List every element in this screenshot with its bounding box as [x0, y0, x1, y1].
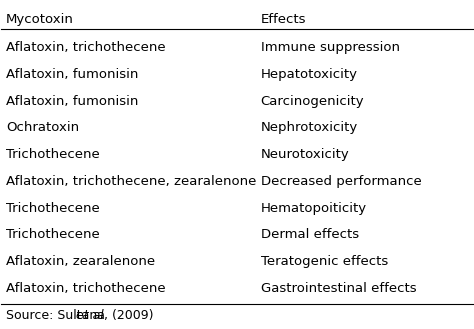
Text: Dermal effects: Dermal effects — [261, 228, 359, 241]
Text: Neurotoxicity: Neurotoxicity — [261, 148, 349, 161]
Text: Aflatoxin, trichothecene: Aflatoxin, trichothecene — [6, 282, 166, 295]
Text: Hepatotoxicity: Hepatotoxicity — [261, 68, 357, 81]
Text: Effects: Effects — [261, 13, 306, 26]
Text: Aflatoxin, trichothecene: Aflatoxin, trichothecene — [6, 41, 166, 54]
Text: Teratogenic effects: Teratogenic effects — [261, 255, 388, 268]
Text: ., (2009): ., (2009) — [100, 309, 154, 322]
Text: et al: et al — [76, 309, 104, 322]
Text: Trichothecene: Trichothecene — [6, 148, 100, 161]
Text: Gastrointestinal effects: Gastrointestinal effects — [261, 282, 416, 295]
Text: Aflatoxin, zearalenone: Aflatoxin, zearalenone — [6, 255, 155, 268]
Text: Aflatoxin, fumonisin: Aflatoxin, fumonisin — [6, 68, 138, 81]
Text: Carcinogenicity: Carcinogenicity — [261, 95, 364, 108]
Text: Source: Sultana: Source: Sultana — [6, 309, 109, 322]
Text: Trichothecene: Trichothecene — [6, 202, 100, 215]
Text: Aflatoxin, fumonisin: Aflatoxin, fumonisin — [6, 95, 138, 108]
Text: Ochratoxin: Ochratoxin — [6, 121, 79, 135]
Text: Decreased performance: Decreased performance — [261, 175, 421, 188]
Text: Trichothecene: Trichothecene — [6, 228, 100, 241]
Text: Mycotoxin: Mycotoxin — [6, 13, 74, 26]
Text: Aflatoxin, trichothecene, zearalenone: Aflatoxin, trichothecene, zearalenone — [6, 175, 256, 188]
Text: Nephrotoxicity: Nephrotoxicity — [261, 121, 358, 135]
Text: Immune suppression: Immune suppression — [261, 41, 400, 54]
Text: Hematopoiticity: Hematopoiticity — [261, 202, 367, 215]
